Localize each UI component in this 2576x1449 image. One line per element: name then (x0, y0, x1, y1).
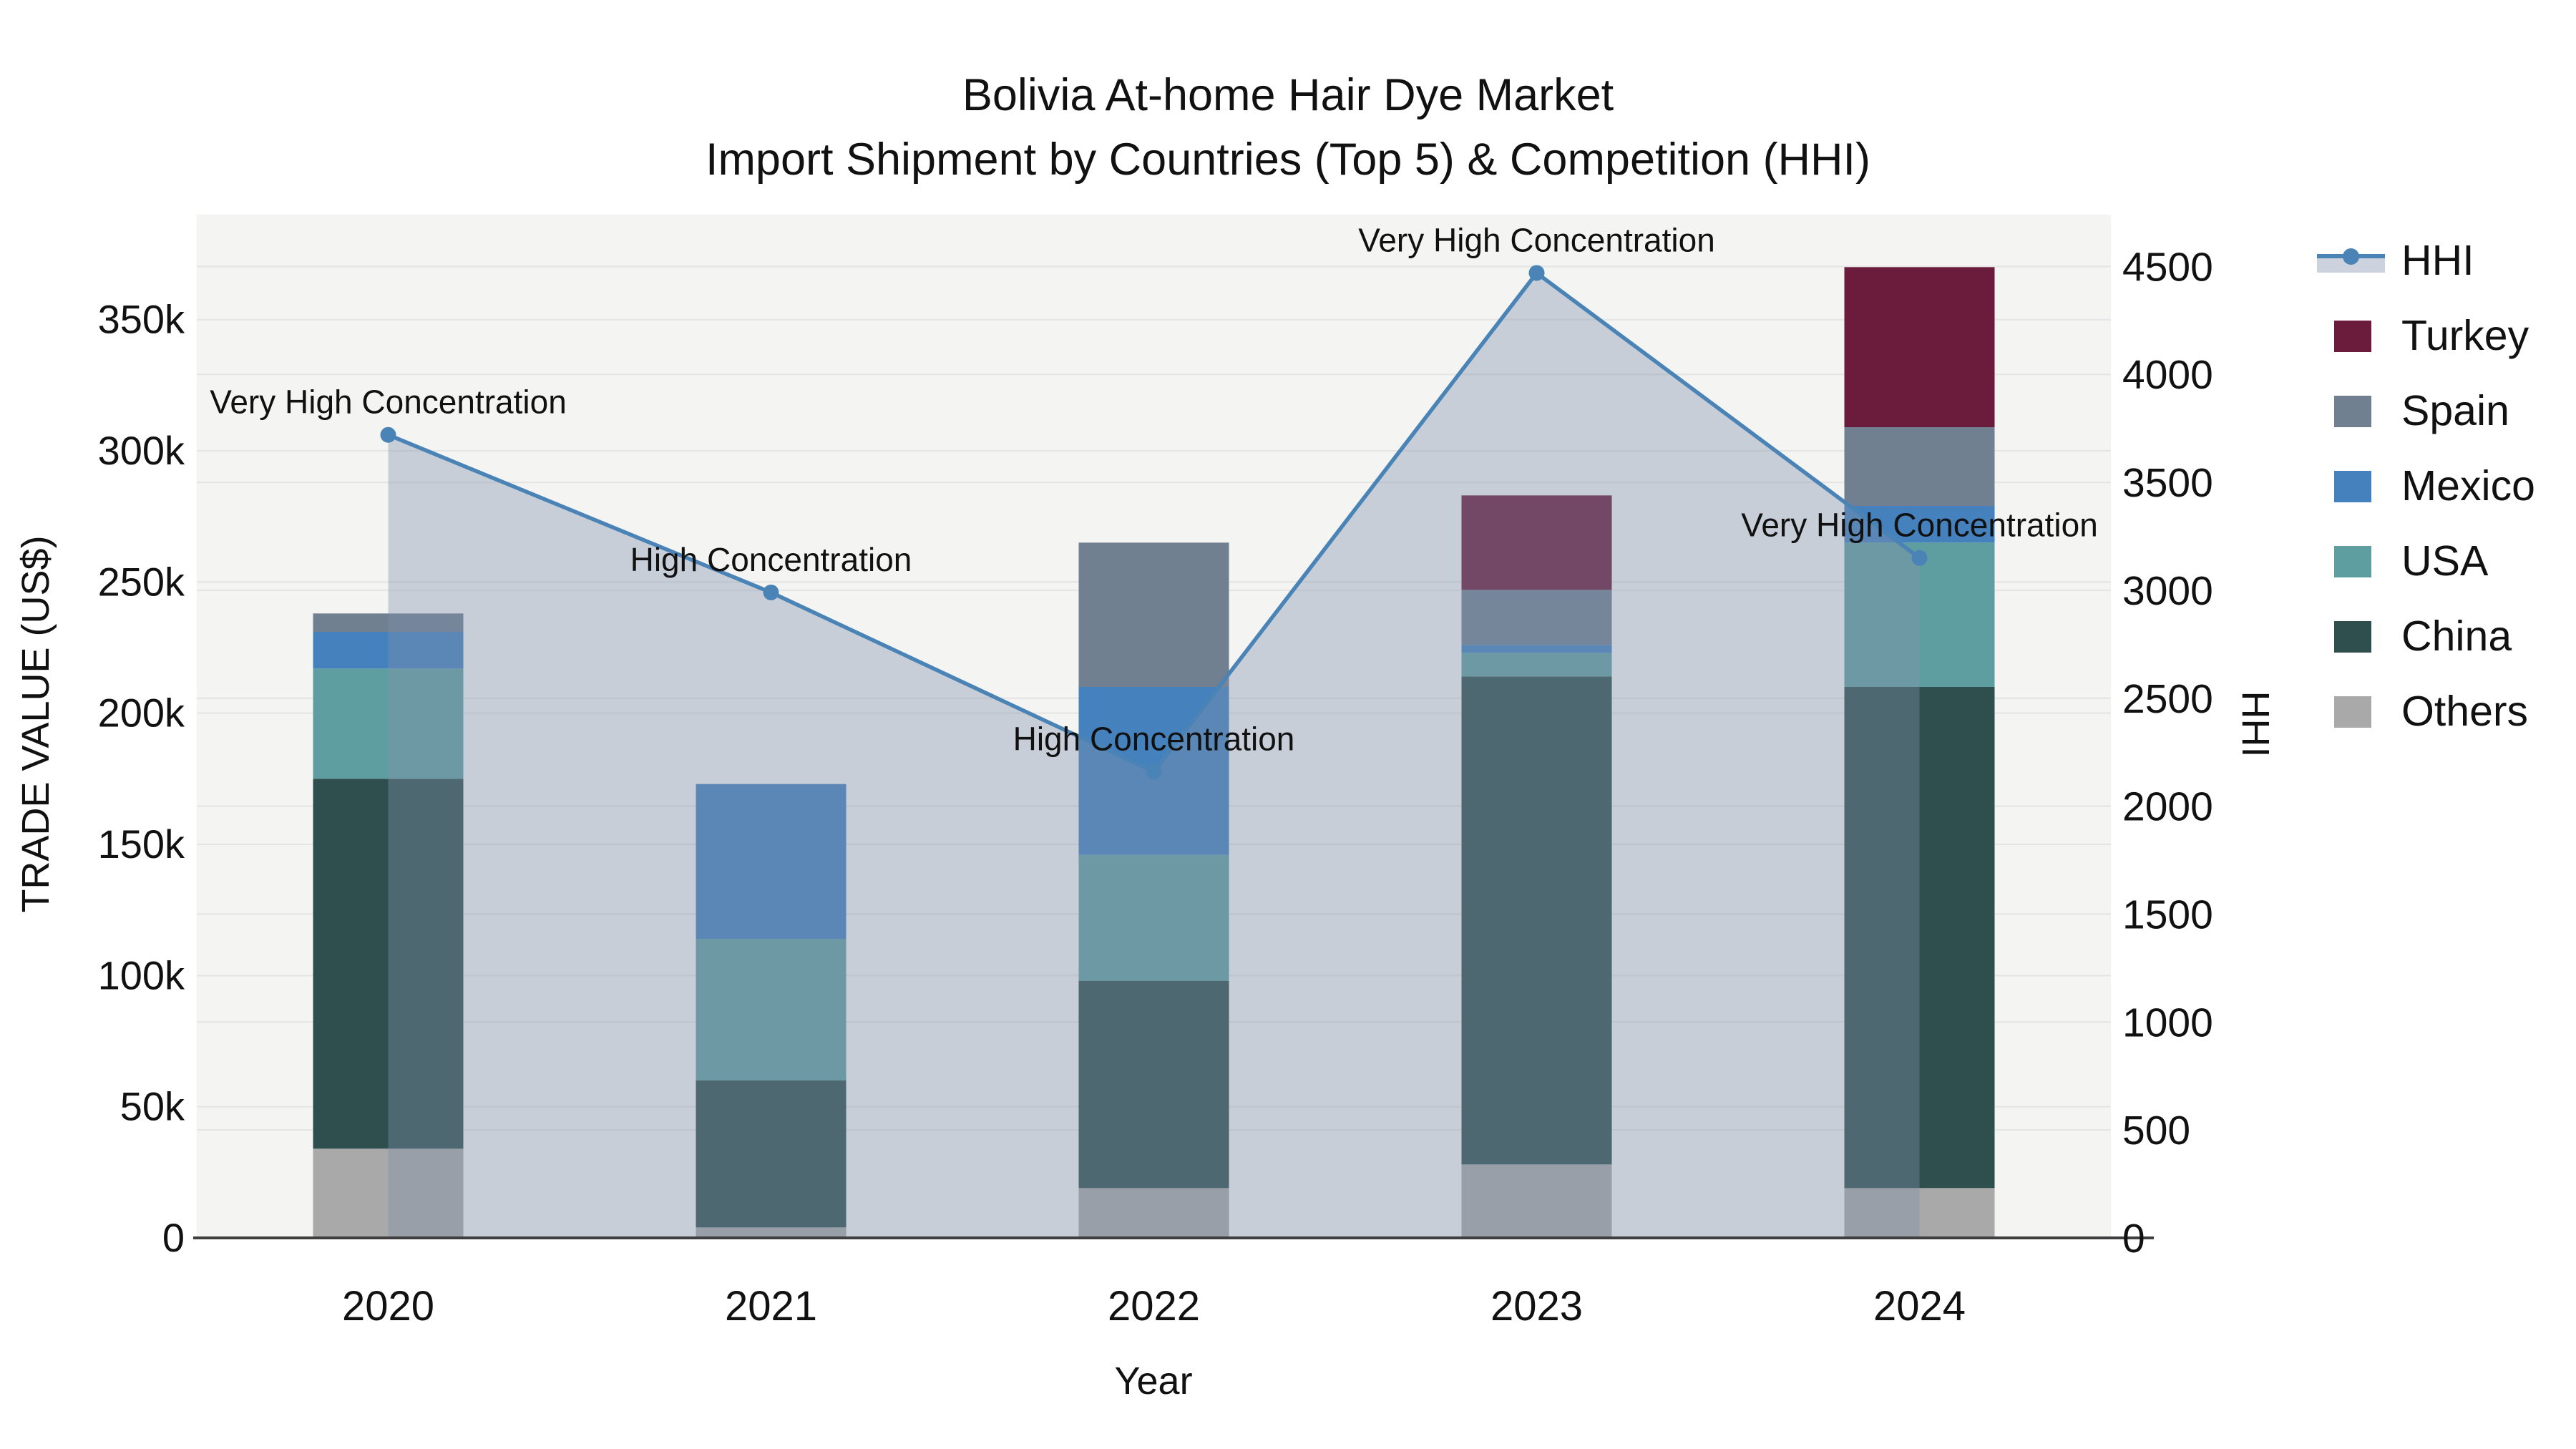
bar-segment-china-2023 (1461, 676, 1612, 1165)
legend-label: Turkey (2401, 312, 2529, 359)
bar-segment-turkey-2023 (1461, 495, 1612, 590)
legend-label: Spain (2401, 387, 2509, 434)
legend-label: Mexico (2401, 462, 2535, 509)
bar-segment-usa-2021 (696, 939, 847, 1080)
hhi-line-sample-icon (2317, 240, 2389, 281)
bar-segment-mexico-2024 (1844, 506, 1995, 543)
x-tick-label: 2020 (342, 1283, 434, 1330)
legend-item-hhi[interactable]: HHI (2317, 236, 2535, 285)
hhi-marker-2024 (1911, 550, 1928, 566)
bar-segment-usa-2023 (1461, 653, 1612, 677)
y2-tick-label: 4000 (2122, 352, 2213, 398)
legend-item-turkey[interactable]: Turkey (2317, 311, 2535, 360)
y2-tick-label: 4500 (2122, 244, 2213, 290)
bar-segment-spain-2023 (1461, 590, 1612, 645)
annotation-2020: Very High Concentration (210, 384, 567, 421)
annotation-2024: Very High Concentration (1741, 507, 2098, 544)
bar-segment-others-2023 (1461, 1164, 1612, 1238)
legend-item-mexico[interactable]: Mexico (2317, 462, 2535, 510)
bar-segment-others-2020 (313, 1148, 464, 1238)
bar-segment-china-2024 (1844, 687, 1995, 1189)
y2-tick-label: 3000 (2122, 568, 2213, 614)
bar-segment-spain-2022 (1078, 542, 1229, 687)
color-swatch-icon (2317, 465, 2389, 507)
color-swatch-icon (2317, 390, 2389, 431)
annotation-2022: High Concentration (1013, 720, 1295, 757)
bar-segment-others-2022 (1078, 1188, 1229, 1238)
swatch (2334, 396, 2371, 427)
legend-label: HHI (2401, 237, 2474, 284)
y2-tick-label: 2500 (2122, 676, 2213, 722)
y-tick-label: 100k (98, 952, 185, 997)
bar-segment-spain-2024 (1844, 427, 1995, 506)
y-tick-label: 150k (98, 821, 185, 867)
bar-segment-others-2021 (696, 1227, 847, 1238)
bar-segment-usa-2024 (1844, 542, 1995, 687)
legend-label: Others (2401, 688, 2529, 735)
y2-axis-title: HHI (2234, 691, 2277, 758)
y-tick-label: 200k (98, 691, 185, 736)
y-tick-label: 50k (120, 1084, 185, 1129)
hhi-marker-2022 (1146, 763, 1162, 780)
swatch (2334, 321, 2371, 352)
swatch (2334, 621, 2371, 653)
y2-tick-label: 500 (2122, 1108, 2190, 1153)
y2-tick-label: 3500 (2122, 460, 2213, 506)
bar-segment-usa-2022 (1078, 854, 1229, 981)
annotation-2023: Very High Concentration (1358, 221, 1715, 258)
y-tick-label: 350k (98, 297, 185, 342)
chart-title: Bolivia At-home Hair Dye Market Import S… (0, 63, 2576, 192)
hhi-marker-2020 (380, 426, 396, 443)
bar-segment-china-2020 (313, 779, 464, 1149)
y2-tick-label: 0 (2122, 1216, 2145, 1262)
bar-segment-mexico-2021 (696, 784, 847, 939)
hhi-marker-2023 (1528, 265, 1545, 281)
x-tick-label: 2021 (725, 1283, 817, 1330)
y-tick-label: 250k (98, 559, 185, 604)
legend: HHI Turkey Spain Mexico USA China Others (2317, 236, 2535, 736)
bar-segment-spain-2020 (313, 613, 464, 632)
marker-sample (2343, 248, 2359, 265)
bar-segment-mexico-2020 (313, 632, 464, 669)
y-tick-label: 0 (162, 1215, 185, 1260)
x-tick-label: 2023 (1491, 1283, 1583, 1330)
y-axis-title: TRADE VALUE (US$) (14, 535, 57, 913)
chart-title-line1: Bolivia At-home Hair Dye Market (962, 70, 1614, 120)
bar-segment-others-2024 (1844, 1188, 1995, 1238)
color-swatch-icon (2317, 615, 2389, 657)
legend-item-others[interactable]: Others (2317, 687, 2535, 736)
hhi-marker-2021 (763, 584, 779, 600)
swatch (2334, 546, 2371, 577)
swatch (2334, 471, 2371, 502)
color-swatch-icon (2317, 540, 2389, 582)
bar-segment-usa-2020 (313, 668, 464, 779)
annotation-2021: High Concentration (630, 541, 912, 578)
color-swatch-icon (2317, 315, 2389, 356)
color-swatch-icon (2317, 691, 2389, 732)
y2-tick-label: 1500 (2122, 892, 2213, 937)
y-tick-label: 300k (98, 428, 185, 473)
legend-item-usa[interactable]: USA (2317, 537, 2535, 585)
bar-segment-china-2021 (696, 1080, 847, 1228)
x-tick-label: 2022 (1108, 1283, 1200, 1330)
legend-item-china[interactable]: China (2317, 612, 2535, 660)
legend-label: USA (2401, 537, 2489, 585)
bar-segment-mexico-2023 (1461, 645, 1612, 653)
area-sample (2317, 257, 2385, 273)
x-tick-label: 2024 (1873, 1283, 1966, 1330)
hhi-area-fill (388, 273, 1920, 1238)
chart-title-line2: Import Shipment by Countries (Top 5) & C… (705, 135, 1871, 185)
legend-label: China (2401, 613, 2512, 660)
y2-tick-label: 1000 (2122, 1000, 2213, 1045)
bar-segment-china-2022 (1078, 980, 1229, 1189)
y2-tick-label: 2000 (2122, 784, 2213, 830)
bar-segment-turkey-2024 (1844, 267, 1995, 427)
x-axis-title: Year (1114, 1360, 1193, 1402)
swatch (2334, 696, 2371, 728)
legend-item-spain[interactable]: Spain (2317, 386, 2535, 435)
